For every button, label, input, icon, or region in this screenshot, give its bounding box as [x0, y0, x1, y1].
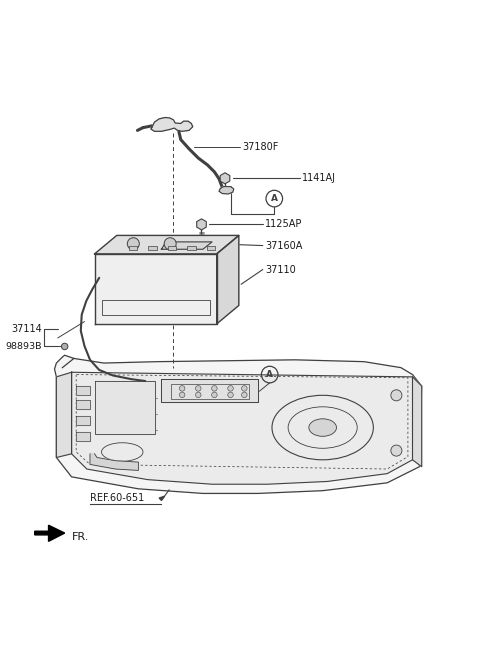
Circle shape [241, 386, 247, 391]
Polygon shape [55, 355, 422, 493]
Polygon shape [76, 386, 90, 396]
Polygon shape [76, 416, 90, 425]
Circle shape [195, 386, 201, 391]
Polygon shape [219, 187, 234, 194]
FancyBboxPatch shape [129, 246, 137, 250]
FancyBboxPatch shape [148, 246, 156, 250]
Text: 37114: 37114 [11, 325, 42, 334]
Polygon shape [35, 525, 65, 541]
Text: REF.60-651: REF.60-651 [90, 493, 144, 503]
Polygon shape [90, 454, 138, 470]
Ellipse shape [309, 419, 336, 436]
Text: A: A [266, 370, 273, 379]
Polygon shape [76, 432, 90, 442]
Circle shape [228, 386, 233, 391]
Circle shape [391, 445, 402, 456]
Circle shape [61, 343, 68, 350]
Circle shape [180, 392, 185, 397]
Circle shape [180, 386, 185, 391]
Circle shape [164, 238, 176, 250]
Text: 37160A: 37160A [265, 240, 302, 250]
Circle shape [241, 392, 247, 397]
Text: 1125AP: 1125AP [265, 219, 302, 229]
Polygon shape [161, 379, 258, 402]
Polygon shape [95, 254, 216, 324]
Polygon shape [197, 219, 206, 230]
FancyBboxPatch shape [168, 246, 176, 250]
Circle shape [212, 392, 217, 397]
Polygon shape [159, 496, 165, 501]
Polygon shape [220, 173, 230, 184]
Polygon shape [161, 242, 212, 249]
Text: A: A [271, 194, 278, 203]
Polygon shape [216, 235, 239, 324]
Text: 37110: 37110 [265, 265, 296, 275]
FancyBboxPatch shape [188, 246, 196, 250]
Polygon shape [95, 235, 239, 254]
FancyBboxPatch shape [207, 246, 216, 250]
Text: 98893B: 98893B [5, 342, 42, 351]
Polygon shape [95, 380, 155, 434]
Polygon shape [76, 400, 90, 409]
Text: 1141AJ: 1141AJ [302, 173, 336, 183]
Polygon shape [56, 373, 72, 457]
Polygon shape [151, 118, 193, 131]
Text: 37180F: 37180F [242, 143, 278, 152]
Polygon shape [72, 373, 412, 484]
Polygon shape [412, 377, 422, 466]
Circle shape [195, 392, 201, 397]
Circle shape [212, 386, 217, 391]
Text: FR.: FR. [72, 532, 89, 542]
Circle shape [228, 392, 233, 397]
Circle shape [391, 390, 402, 401]
Circle shape [127, 238, 139, 250]
